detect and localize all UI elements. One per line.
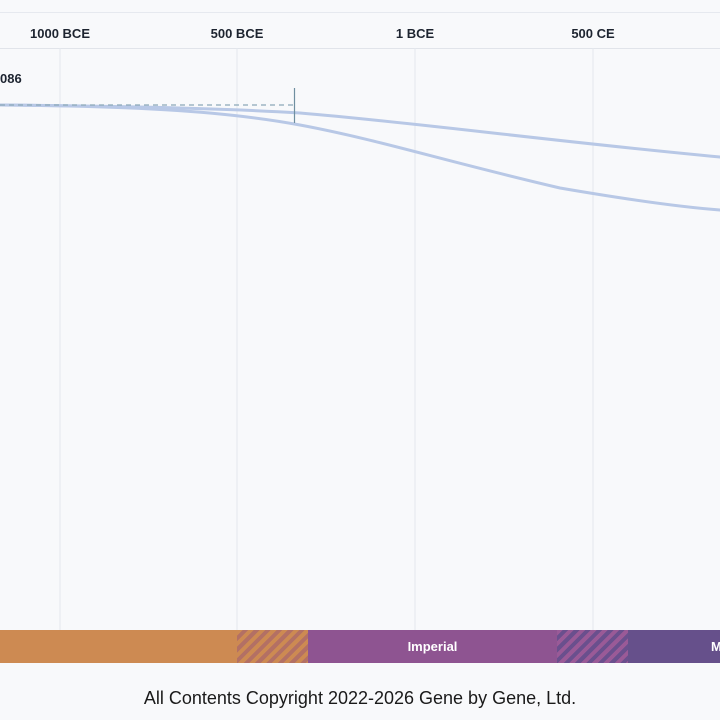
era-segment-medieval[interactable]: M [628, 630, 720, 663]
lower-confidence-curve [0, 103, 720, 212]
era-label: Imperial [407, 639, 458, 654]
era-segment-bronze[interactable] [0, 630, 237, 663]
axis-line [0, 48, 720, 49]
tick-label-500-bce: 500 BCE [210, 26, 264, 41]
tick-label-1000-bce: 1000 BCE [30, 26, 90, 41]
era-segment-transition-2[interactable] [557, 630, 628, 663]
era-segment-imperial[interactable]: Imperial [308, 630, 557, 663]
copyright-footer: All Contents Copyright 2022-2026 Gene by… [143, 688, 577, 708]
top-divider [0, 12, 720, 13]
era-segment-transition-1[interactable] [237, 630, 308, 663]
tick-label-1-bce: 1 BCE [395, 26, 435, 41]
era-label: M [711, 639, 720, 654]
upper-confidence-curve [0, 103, 720, 159]
cut-off-value-label: 086 [0, 71, 22, 86]
tick-label-500-ce: 500 CE [571, 26, 615, 41]
era-bar: Imperial M [0, 630, 720, 663]
